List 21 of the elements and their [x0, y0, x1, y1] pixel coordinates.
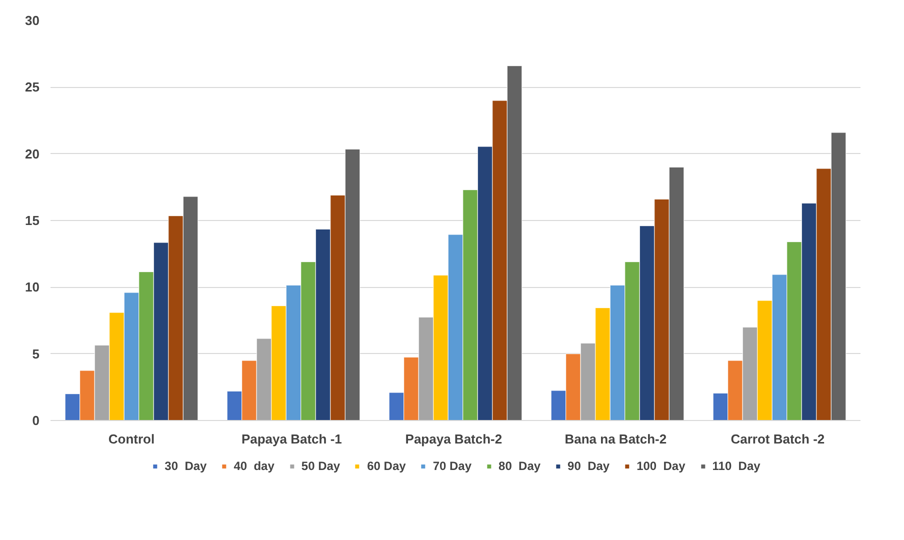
legend-label: 70 Day	[432, 459, 472, 473]
x-tick-label: Papaya Batch -1	[241, 432, 342, 446]
x-tick-label: Bana na Batch-2	[564, 432, 667, 446]
x-tick-label: Carrot Batch -2	[730, 432, 825, 446]
y-tick-label: 20	[25, 146, 40, 162]
legend-label: 100 Day	[636, 459, 686, 473]
legend-label: 60 Day	[367, 459, 406, 473]
legend-label: 40 day	[234, 459, 274, 473]
legend-label: 90 Day	[568, 459, 610, 473]
y-tick-label: 15	[25, 213, 40, 228]
y-tick-label: 0	[32, 413, 40, 428]
y-tick-label: 25	[25, 80, 40, 95]
y-tick-label: 10	[25, 280, 40, 295]
x-tick-label: Papaya Batch-2	[405, 432, 502, 446]
legend-label: 80 Day	[498, 459, 541, 473]
legend-label: 30 Day	[164, 459, 207, 473]
legend-label: 110 Day	[712, 459, 760, 473]
y-tick-label: 30	[25, 13, 40, 28]
x-tick-label: Control	[108, 432, 155, 446]
y-tick-label: 5	[32, 346, 40, 362]
legend-label: 50 Day	[301, 459, 340, 473]
